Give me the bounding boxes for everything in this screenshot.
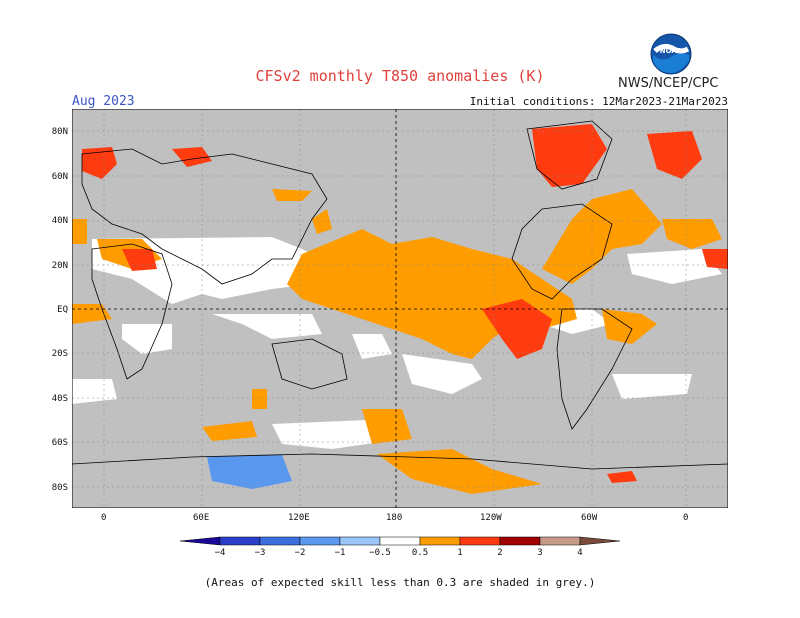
legend-label: −4 [215, 548, 226, 558]
legend-label: −1 [335, 548, 346, 558]
legend-swatch [259, 536, 301, 546]
map-title: CFSv2 monthly T850 anomalies (K) [255, 67, 545, 85]
cool-anomaly [207, 455, 292, 489]
lat-label-80s: 80S [51, 483, 68, 493]
grid-lines [72, 109, 728, 508]
skill-footnote: (Areas of expected skill less than 0.3 a… [204, 576, 596, 589]
reference-lines [72, 109, 728, 508]
lat-label-40n: 40N [51, 216, 68, 226]
legend-label: 2 [497, 548, 502, 558]
warm-anomaly-0p5-1 [72, 189, 722, 494]
org-label: NWS/NCEP/CPC [618, 76, 719, 91]
legend-label: −0.5 [369, 548, 391, 558]
lon-label-120e: 120E [288, 513, 310, 523]
coastlines [72, 120, 728, 470]
lon-label-0-east: 0 [683, 513, 689, 523]
initial-conditions-label: Initial conditions: 12Mar2023-21Mar2023 [469, 95, 728, 108]
legend-swatch [459, 536, 501, 546]
legend-label: −2 [295, 548, 306, 558]
lat-label-20n: 20N [51, 261, 68, 271]
legend-label: 3 [537, 548, 542, 558]
legend-swatch [299, 536, 341, 546]
lon-label-0: 0 [101, 513, 107, 523]
lat-label-20s: 20S [51, 349, 68, 359]
lon-label-60w: 60W [581, 513, 598, 523]
legend-label: 1 [457, 548, 462, 558]
lon-label-120w: 120W [480, 513, 502, 523]
legend-swatch [539, 536, 581, 546]
anomaly-map [72, 109, 728, 508]
legend-label: 4 [577, 548, 582, 558]
lat-label-80n: 80N [51, 127, 68, 137]
lat-label-60s: 60S [51, 438, 68, 448]
month-label: Aug 2023 [72, 94, 135, 109]
color-legend: −4 −3 −2 −1 −0.5 0.5 1 2 3 4 [179, 536, 621, 558]
legend-swatch [219, 536, 261, 546]
legend-swatch [579, 536, 621, 546]
legend-swatch [339, 536, 381, 546]
lat-label-40s: 40S [51, 394, 68, 404]
legend-label: −3 [255, 548, 266, 558]
lat-label-60n: 60N [51, 172, 68, 182]
lat-label-eq: EQ [57, 305, 68, 315]
lon-label-180: 180 [386, 513, 403, 523]
warm-anomaly-1-2 [82, 124, 728, 483]
lon-label-60e: 60E [193, 513, 210, 523]
legend-label: 0.5 [412, 548, 428, 558]
legend-swatch [419, 536, 461, 546]
legend-swatch [179, 536, 221, 546]
noaa-logo: NOAA [650, 33, 692, 75]
logo-text: NOAA [660, 47, 683, 55]
legend-swatch [379, 536, 421, 546]
legend-swatch [499, 536, 541, 546]
